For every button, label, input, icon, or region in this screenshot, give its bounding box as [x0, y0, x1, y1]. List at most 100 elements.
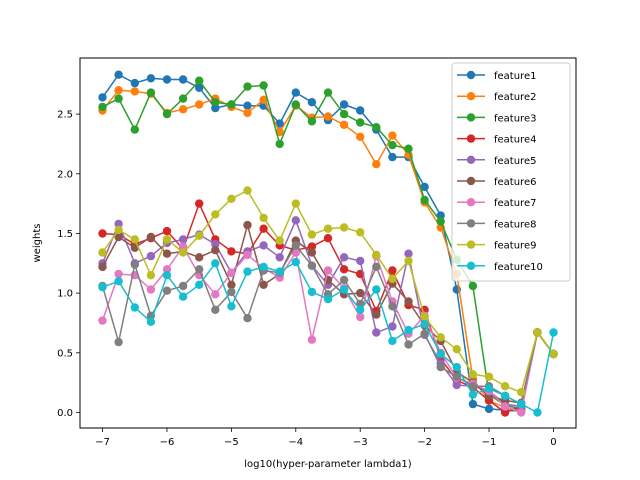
- data-point: [420, 195, 429, 205]
- data-point: [468, 382, 478, 391]
- legend-marker: [466, 155, 476, 164]
- data-point: [98, 93, 107, 102]
- data-point: [178, 292, 188, 301]
- data-point: [307, 230, 317, 239]
- data-point: [227, 280, 236, 289]
- data-point: [500, 382, 510, 391]
- data-point: [211, 103, 220, 113]
- data-point: [323, 234, 333, 243]
- legend-marker: [466, 134, 476, 143]
- data-point: [146, 285, 156, 294]
- data-point: [339, 109, 349, 119]
- legend-item-feature9: feature9: [457, 240, 536, 252]
- legend-label: feature1: [494, 71, 536, 82]
- data-point: [162, 265, 172, 274]
- data-point: [356, 312, 365, 322]
- data-point: [211, 259, 220, 268]
- data-point: [259, 95, 268, 105]
- data-point: [388, 302, 397, 311]
- data-point: [291, 216, 300, 225]
- data-point: [404, 340, 413, 349]
- data-point: [533, 408, 542, 417]
- data-point: [146, 232, 156, 242]
- data-point: [195, 280, 204, 289]
- legend-marker: [466, 176, 476, 186]
- data-point: [195, 83, 204, 93]
- data-point: [388, 266, 397, 275]
- legend-marker: [466, 219, 476, 228]
- data-point: [468, 390, 478, 399]
- data-point: [517, 408, 526, 417]
- legend-label: feature3: [494, 113, 536, 124]
- data-point: [372, 123, 381, 132]
- series-feature1: [98, 70, 558, 416]
- data-point: [420, 312, 429, 322]
- data-point: [162, 249, 172, 258]
- data-point: [484, 404, 494, 414]
- legend-label: feature6: [494, 177, 536, 188]
- data-point: [195, 199, 204, 208]
- data-point: [339, 253, 349, 262]
- data-point: [162, 286, 172, 295]
- data-point: [195, 253, 204, 262]
- legend-marker: [466, 92, 476, 101]
- legend-label: feature8: [494, 219, 536, 230]
- data-point: [211, 98, 220, 107]
- legend: feature1 feature2 feature3 feature4 feature5…: [451, 62, 571, 282]
- legend-label: feature5: [494, 156, 536, 167]
- data-point: [420, 329, 429, 338]
- data-point: [356, 106, 365, 115]
- data-point: [243, 186, 252, 195]
- data-point: [275, 139, 284, 149]
- legend-label: feature7: [494, 198, 536, 209]
- axes-frame: [79, 57, 577, 429]
- y-tick-label: 2.0: [57, 169, 73, 180]
- data-point: [178, 105, 188, 114]
- legend-marker: [466, 240, 476, 249]
- data-point: [243, 101, 252, 110]
- data-point: [195, 76, 204, 85]
- plot-series: [98, 70, 558, 417]
- data-point: [211, 240, 220, 249]
- data-point: [130, 235, 139, 244]
- data-point: [98, 248, 107, 257]
- data-point: [195, 265, 204, 274]
- data-point: [404, 144, 413, 153]
- legend-item-feature6: feature6: [457, 176, 536, 188]
- data-point: [500, 402, 510, 411]
- data-point: [114, 219, 123, 229]
- data-point: [388, 140, 397, 150]
- data-point: [98, 102, 107, 112]
- data-point: [291, 257, 300, 267]
- data-point: [275, 253, 284, 262]
- data-point: [452, 362, 461, 372]
- data-point: [130, 303, 139, 312]
- legend-item-feature3: feature3: [457, 113, 536, 124]
- data-point: [307, 242, 317, 251]
- legend-label: feature9: [494, 241, 536, 252]
- data-point: [339, 100, 349, 109]
- data-point: [484, 384, 494, 393]
- data-point: [404, 325, 413, 335]
- data-point: [388, 274, 397, 283]
- data-point: [162, 109, 172, 119]
- data-point: [114, 225, 123, 235]
- data-point: [178, 235, 188, 244]
- data-point: [323, 266, 333, 275]
- legend-marker: [466, 198, 476, 207]
- x-axis-label: log10(hyper-parameter lambda1): [244, 459, 412, 470]
- y-tick-label: 1.0: [57, 289, 73, 300]
- series-feature9: [98, 186, 558, 397]
- data-point: [146, 88, 156, 97]
- legend-item-feature10: feature10: [457, 261, 543, 273]
- data-point: [500, 408, 510, 417]
- x-tick-label: −2: [417, 437, 432, 448]
- data-point: [259, 81, 268, 90]
- data-point: [243, 314, 252, 323]
- data-point: [259, 262, 268, 272]
- data-point: [114, 269, 123, 279]
- data-point: [130, 260, 139, 269]
- data-point: [291, 241, 300, 250]
- data-point: [323, 88, 333, 97]
- data-point: [339, 120, 349, 129]
